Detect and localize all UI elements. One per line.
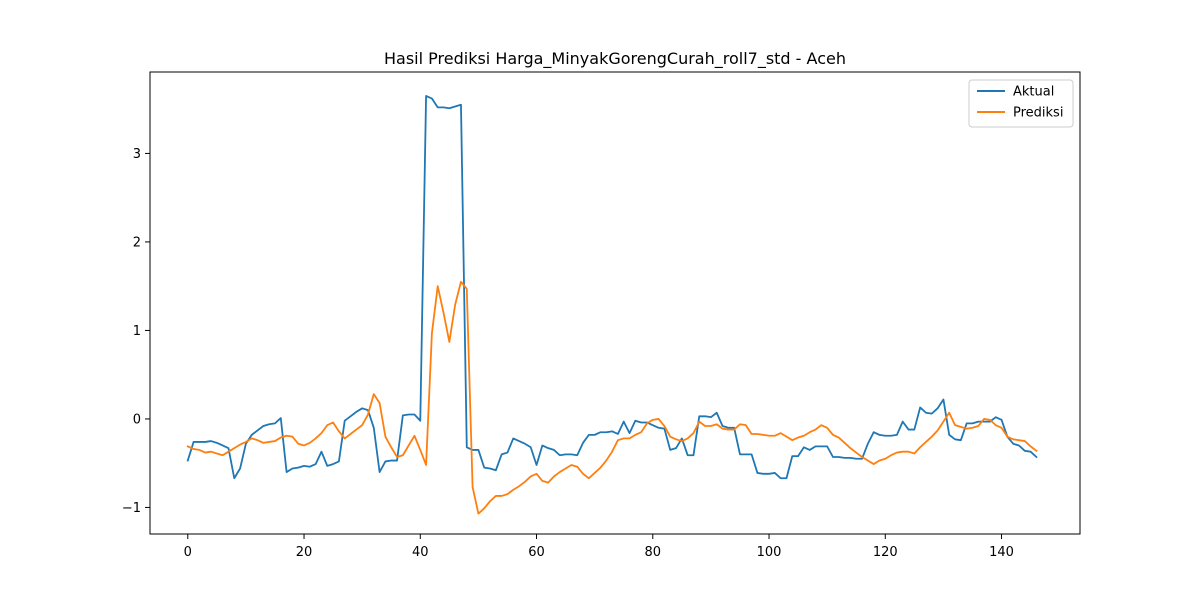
legend: Aktual Prediksi xyxy=(968,79,1074,128)
x-tick-label: 100 xyxy=(757,545,782,560)
x-tick-label: 80 xyxy=(645,545,662,560)
axes-frame xyxy=(149,71,1081,535)
series-layer xyxy=(186,95,1038,515)
legend-label-prediksi: Prediksi xyxy=(1013,106,1063,121)
y-tick-label: 3 xyxy=(133,147,141,162)
y-tick-label: 1 xyxy=(133,324,141,339)
legend-label-aktual: Aktual xyxy=(1013,85,1054,100)
x-tick-label: 0 xyxy=(184,545,192,560)
y-tick-label: −1 xyxy=(122,501,141,516)
x-tick-label: 20 xyxy=(296,545,313,560)
series-line-aktual xyxy=(186,95,1038,480)
plot-area xyxy=(150,72,1080,534)
x-tick-label: 60 xyxy=(528,545,545,560)
y-tick-label: 0 xyxy=(133,412,141,427)
x-tick-label: 120 xyxy=(873,545,898,560)
x-tick-label: 140 xyxy=(989,545,1014,560)
y-tick-label: 2 xyxy=(133,235,141,250)
chart-title: Hasil Prediksi Harga_MinyakGorengCurah_r… xyxy=(384,49,846,69)
axes-layer: 0 20 40 60 80 100 120 140 −1 0 1 2 3 xyxy=(122,71,1081,560)
series-line-prediksi xyxy=(186,280,1038,515)
x-tick-label: 40 xyxy=(412,545,429,560)
